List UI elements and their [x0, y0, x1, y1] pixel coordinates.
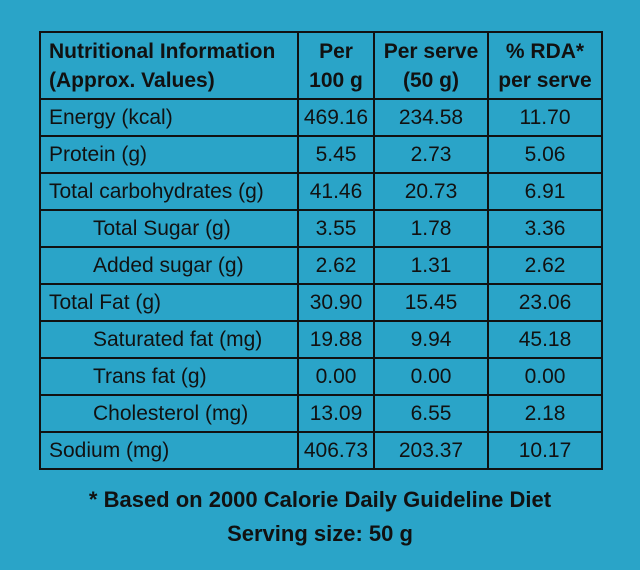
header-rda-line2: per serve [498, 68, 592, 92]
table-body: Energy (kcal) 469.16 234.58 11.70 Protein (g… [39, 98, 603, 470]
table-row: Trans fat (g) 0.00 0.00 0.00 [39, 357, 603, 396]
rda-value: 3.36 [487, 209, 603, 248]
per-serve-value: 15.45 [373, 283, 489, 322]
per-100g-value: 3.55 [297, 209, 375, 248]
per-serve-value: 0.00 [373, 357, 489, 396]
per-serve-value: 1.78 [373, 209, 489, 248]
header-rda: % RDA* per serve [487, 31, 603, 100]
per-100g-value: 30.90 [297, 283, 375, 322]
rda-value: 45.18 [487, 320, 603, 359]
rda-value: 23.06 [487, 283, 603, 322]
nutrient-label: Protein (g) [39, 135, 299, 174]
header-per-serve-line1: Per serve [383, 39, 479, 63]
header-title-line: Nutritional Information [49, 39, 276, 63]
table-row: Total Fat (g) 30.90 15.45 23.06 [39, 283, 603, 322]
nutrient-label: Sodium (mg) [39, 431, 299, 470]
table-row: Protein (g) 5.45 2.73 5.06 [39, 135, 603, 174]
rda-footnote: * Based on 2000 Calorie Daily Guideline … [88, 487, 552, 512]
nutrient-label: Trans fat (g) [39, 357, 299, 396]
table-row: Total Sugar (g) 3.55 1.78 3.36 [39, 209, 603, 248]
serving-size-note: Serving size: 50 g [227, 521, 413, 546]
per-serve-value: 1.31 [373, 246, 489, 285]
header-per-serve: Per serve (50 g) [373, 31, 489, 100]
nutrient-label: Added sugar (g) [39, 246, 299, 285]
nutrient-label: Saturated fat (mg) [39, 320, 299, 359]
table-row: Saturated fat (mg) 19.88 9.94 45.18 [39, 320, 603, 359]
rda-value: 11.70 [487, 98, 603, 137]
per-serve-value: 234.58 [373, 98, 489, 137]
per-100g-value: 2.62 [297, 246, 375, 285]
rda-value: 5.06 [487, 135, 603, 174]
header-rda-line1: % RDA* [505, 39, 585, 63]
nutrition-table: Nutritional Information (Approx. Values)… [39, 31, 603, 470]
per-100g-value: 0.00 [297, 357, 375, 396]
nutrient-label: Total Sugar (g) [39, 209, 299, 248]
rda-value: 0.00 [487, 357, 603, 396]
header-per-serve-line2: (50 g) [402, 68, 459, 92]
per-100g-value: 5.45 [297, 135, 375, 174]
table-row: Sodium (mg) 406.73 203.37 10.17 [39, 431, 603, 470]
per-100g-value: 13.09 [297, 394, 375, 433]
header-per-100g-line1: Per [319, 39, 353, 63]
table-row: Cholesterol (mg) 13.09 6.55 2.18 [39, 394, 603, 433]
per-serve-value: 203.37 [373, 431, 489, 470]
per-serve-value: 9.94 [373, 320, 489, 359]
rda-value: 6.91 [487, 172, 603, 211]
per-100g-value: 469.16 [297, 98, 375, 137]
rda-value: 2.18 [487, 394, 603, 433]
rda-value: 10.17 [487, 431, 603, 470]
per-serve-value: 6.55 [373, 394, 489, 433]
per-serve-value: 20.73 [373, 172, 489, 211]
table-header-row: Nutritional Information (Approx. Values)… [39, 31, 603, 100]
header-per-100g: Per 100 g [297, 31, 375, 100]
header-per-100g-line2: 100 g [309, 68, 363, 92]
nutrient-label: Energy (kcal) [39, 98, 299, 137]
header-nutritional-information: Nutritional Information (Approx. Values) [39, 31, 299, 100]
per-100g-value: 406.73 [297, 431, 375, 470]
nutrient-label: Total carbohydrates (g) [39, 172, 299, 211]
per-100g-value: 41.46 [297, 172, 375, 211]
per-100g-value: 19.88 [297, 320, 375, 359]
per-serve-value: 2.73 [373, 135, 489, 174]
nutrient-label: Cholesterol (mg) [39, 394, 299, 433]
table-row: Total carbohydrates (g) 41.46 20.73 6.91 [39, 172, 603, 211]
nutrient-label: Total Fat (g) [39, 283, 299, 322]
rda-value: 2.62 [487, 246, 603, 285]
header-subtitle-line: (Approx. Values) [49, 68, 215, 92]
table-row: Energy (kcal) 469.16 234.58 11.70 [39, 98, 603, 137]
table-row: Added sugar (g) 2.62 1.31 2.62 [39, 246, 603, 285]
